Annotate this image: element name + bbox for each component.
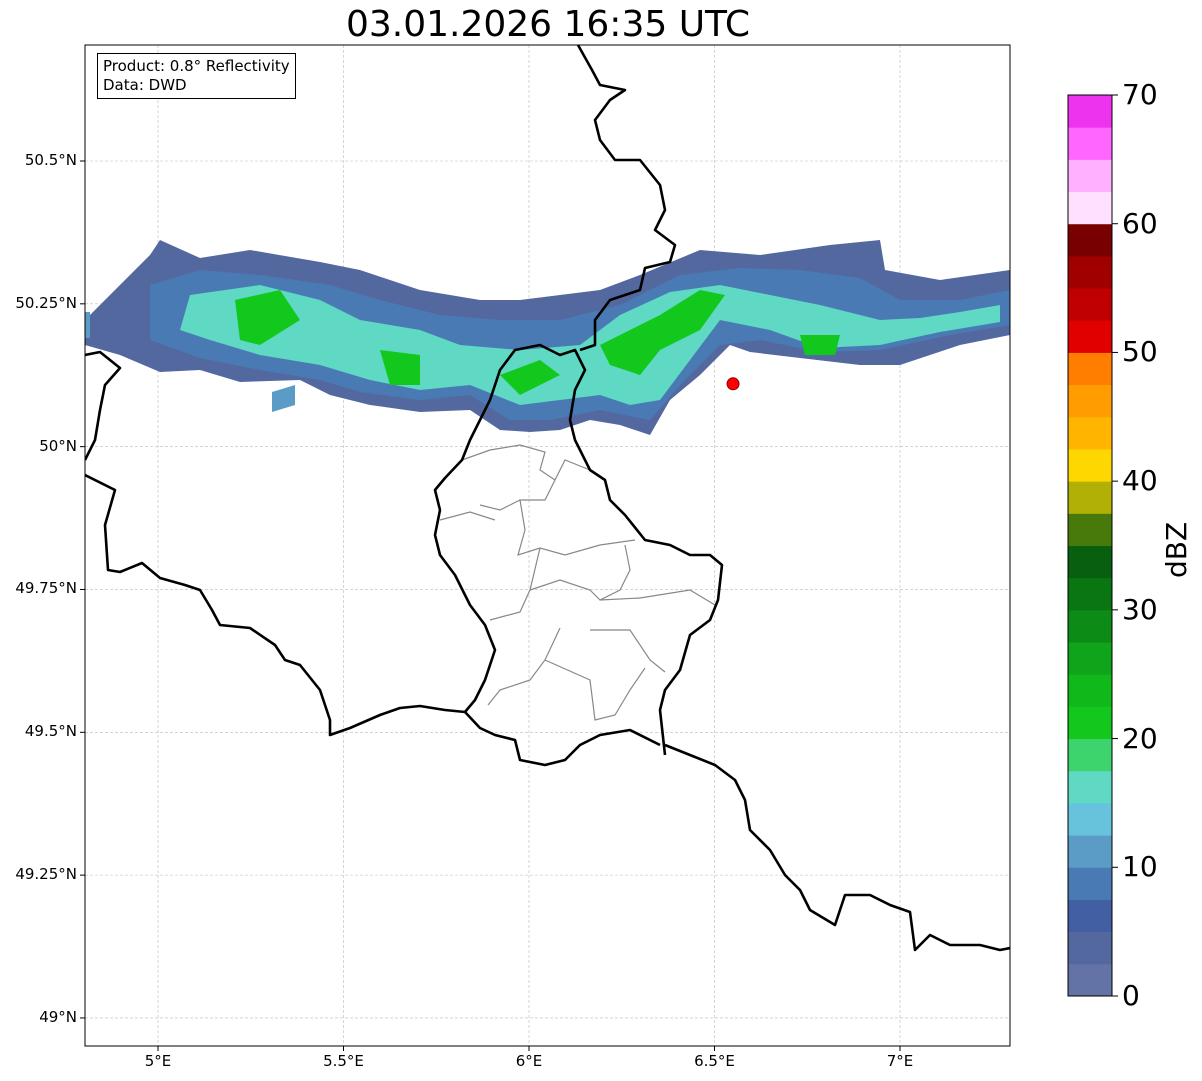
location-marker [726,377,740,391]
colorbar-bin [1068,738,1112,772]
colorbar-bin [1068,931,1112,965]
colorbar-bin [1068,384,1112,418]
colorbar-bin [1068,577,1112,611]
map-title: 03.01.2026 16:35 UTC [345,4,751,45]
legend-box: Product: 0.8° Reflectivity Data: DWD [97,53,296,99]
colorbar-bin [1068,255,1112,289]
plot-frame [84,44,1011,1047]
colorbar-label: dBZ [1160,521,1193,578]
country-borders [85,45,1010,952]
lat-tick-label: 50.25°N [15,293,77,312]
colorbar-tick-label: 70 [1122,78,1158,111]
gridlines [80,45,1010,1051]
lon-tick-label: 6°E [515,1052,543,1070]
colorbar-tick-label: 30 [1122,592,1158,626]
colorbar-bin [1068,899,1112,933]
colorbar-bin [1068,867,1112,900]
colorbar-bin [1068,770,1112,804]
colorbar-bin [1068,802,1112,836]
lon-tick-label: 5.5°E [323,1052,364,1070]
echo-isolated [85,312,295,412]
canton-borders [439,444,716,721]
colorbar-bin [1068,223,1112,257]
colorbar-bin [1068,448,1112,482]
lat-tick-label: 49°N [39,1007,77,1026]
colorbar-ticks [1112,94,1118,997]
colorbar-bin [1068,320,1112,353]
colorbar-frame [1067,94,1113,997]
colorbar-bin [1068,513,1112,546]
colorbar-bin [1068,95,1112,128]
colorbar-bin [1068,963,1112,997]
colorbar-bin [1068,416,1112,450]
lon-tick-label: 6.5°E [694,1052,735,1070]
colorbar-tick-label: 10 [1122,850,1158,884]
colorbar-bin [1068,191,1112,225]
legend-data-source: Data: DWD [103,76,187,94]
borders [85,45,1010,952]
colorbar-bin [1068,481,1112,514]
colorbar [1068,95,1112,997]
colorbar-tick-label: 50 [1122,335,1158,369]
colorbar-bin [1068,642,1112,675]
lat-tick-label: 50°N [39,436,77,455]
radar-echoes [85,240,1010,435]
echo-cyan [180,285,1000,405]
colorbar-bin [1068,352,1112,386]
colorbar-tick-label: 0 [1122,979,1140,1012]
colorbar-tick-label: 20 [1122,721,1158,755]
colorbar-bin [1068,159,1112,193]
echo-green [235,290,840,395]
colorbar-bin [1068,127,1112,160]
lon-tick-label: 5°E [144,1052,172,1070]
colorbar-bin [1068,706,1112,740]
lat-tick-label: 49.75°N [15,579,77,598]
colorbar-bin [1068,545,1112,579]
lat-tick-label: 50.5°N [24,151,77,169]
lat-tick-label: 49.25°N [15,865,77,884]
colorbar-tick-label: 40 [1122,464,1158,498]
colorbar-bin [1068,288,1112,321]
colorbar-bin [1068,609,1112,643]
lon-tick-label: 7°E [886,1052,914,1070]
colorbar-bin [1068,674,1112,707]
colorbar-tick-label: 60 [1122,206,1158,240]
colorbar-bin [1068,835,1112,868]
legend-product: Product: 0.8° Reflectivity [103,57,290,75]
lat-tick-label: 49.5°N [24,722,77,741]
